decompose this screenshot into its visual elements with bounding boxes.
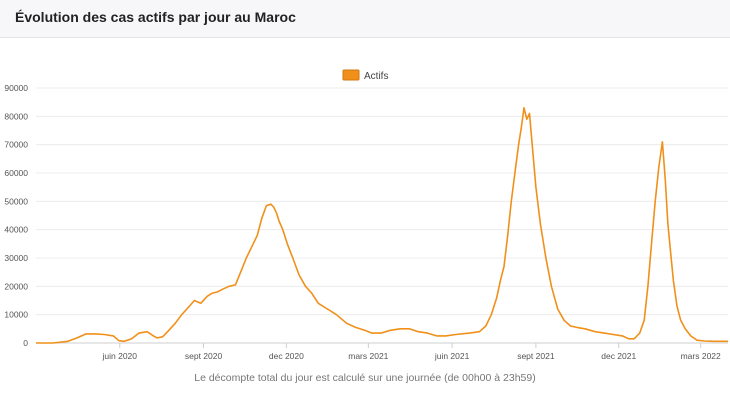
x-tick-label: dec 2021: [601, 351, 636, 361]
y-tick-label: 30000: [4, 253, 28, 263]
y-tick-label: 0: [23, 338, 28, 348]
y-tick-label: 80000: [4, 111, 28, 121]
line-chart: 0 10000 20000 30000 40000 50000 60000 70000 8000…: [4, 69, 728, 361]
y-tick-label: 40000: [4, 225, 28, 235]
y-tick-label: 20000: [4, 281, 28, 291]
y-tick-label: 50000: [4, 196, 28, 206]
x-tick-label: mars 2022: [681, 351, 721, 361]
series-line-actifs[interactable]: [36, 107, 728, 344]
y-axis: 0 10000 20000 30000 40000 50000 60000 70000 8000…: [4, 83, 28, 348]
card-header: Évolution des cas actifs par jour au Mar…: [0, 0, 730, 38]
x-tick-label: mars 2021: [348, 351, 388, 361]
series-actifs: [36, 107, 728, 344]
x-axis: juin 2020 sept 2020 dec 2020 mars 2021 juin …: [102, 343, 721, 361]
y-tick-label: 60000: [4, 168, 28, 178]
y-tick-label: 90000: [4, 83, 28, 93]
page-title: Évolution des cas actifs par jour au Mar…: [15, 9, 296, 25]
x-tick-label: dec 2020: [269, 351, 304, 361]
footer-note: Le décompte total du jour est calculé su…: [194, 372, 536, 384]
legend-label-actifs[interactable]: Actifs: [364, 71, 388, 82]
x-tick-label: sept 2020: [185, 351, 223, 361]
y-tick-label: 10000: [4, 310, 28, 320]
legend[interactable]: Actifs: [342, 69, 388, 82]
x-tick-label: juin 2021: [434, 351, 470, 361]
y-tick-label: 70000: [4, 140, 28, 150]
grid-lines: [36, 87, 728, 344]
chart-area: 0 10000 20000 30000 40000 50000 60000 70000 8000…: [0, 38, 730, 401]
legend-swatch[interactable]: [342, 69, 360, 81]
x-tick-label: sept 2021: [517, 351, 555, 361]
x-tick-label: juin 2020: [102, 351, 138, 361]
